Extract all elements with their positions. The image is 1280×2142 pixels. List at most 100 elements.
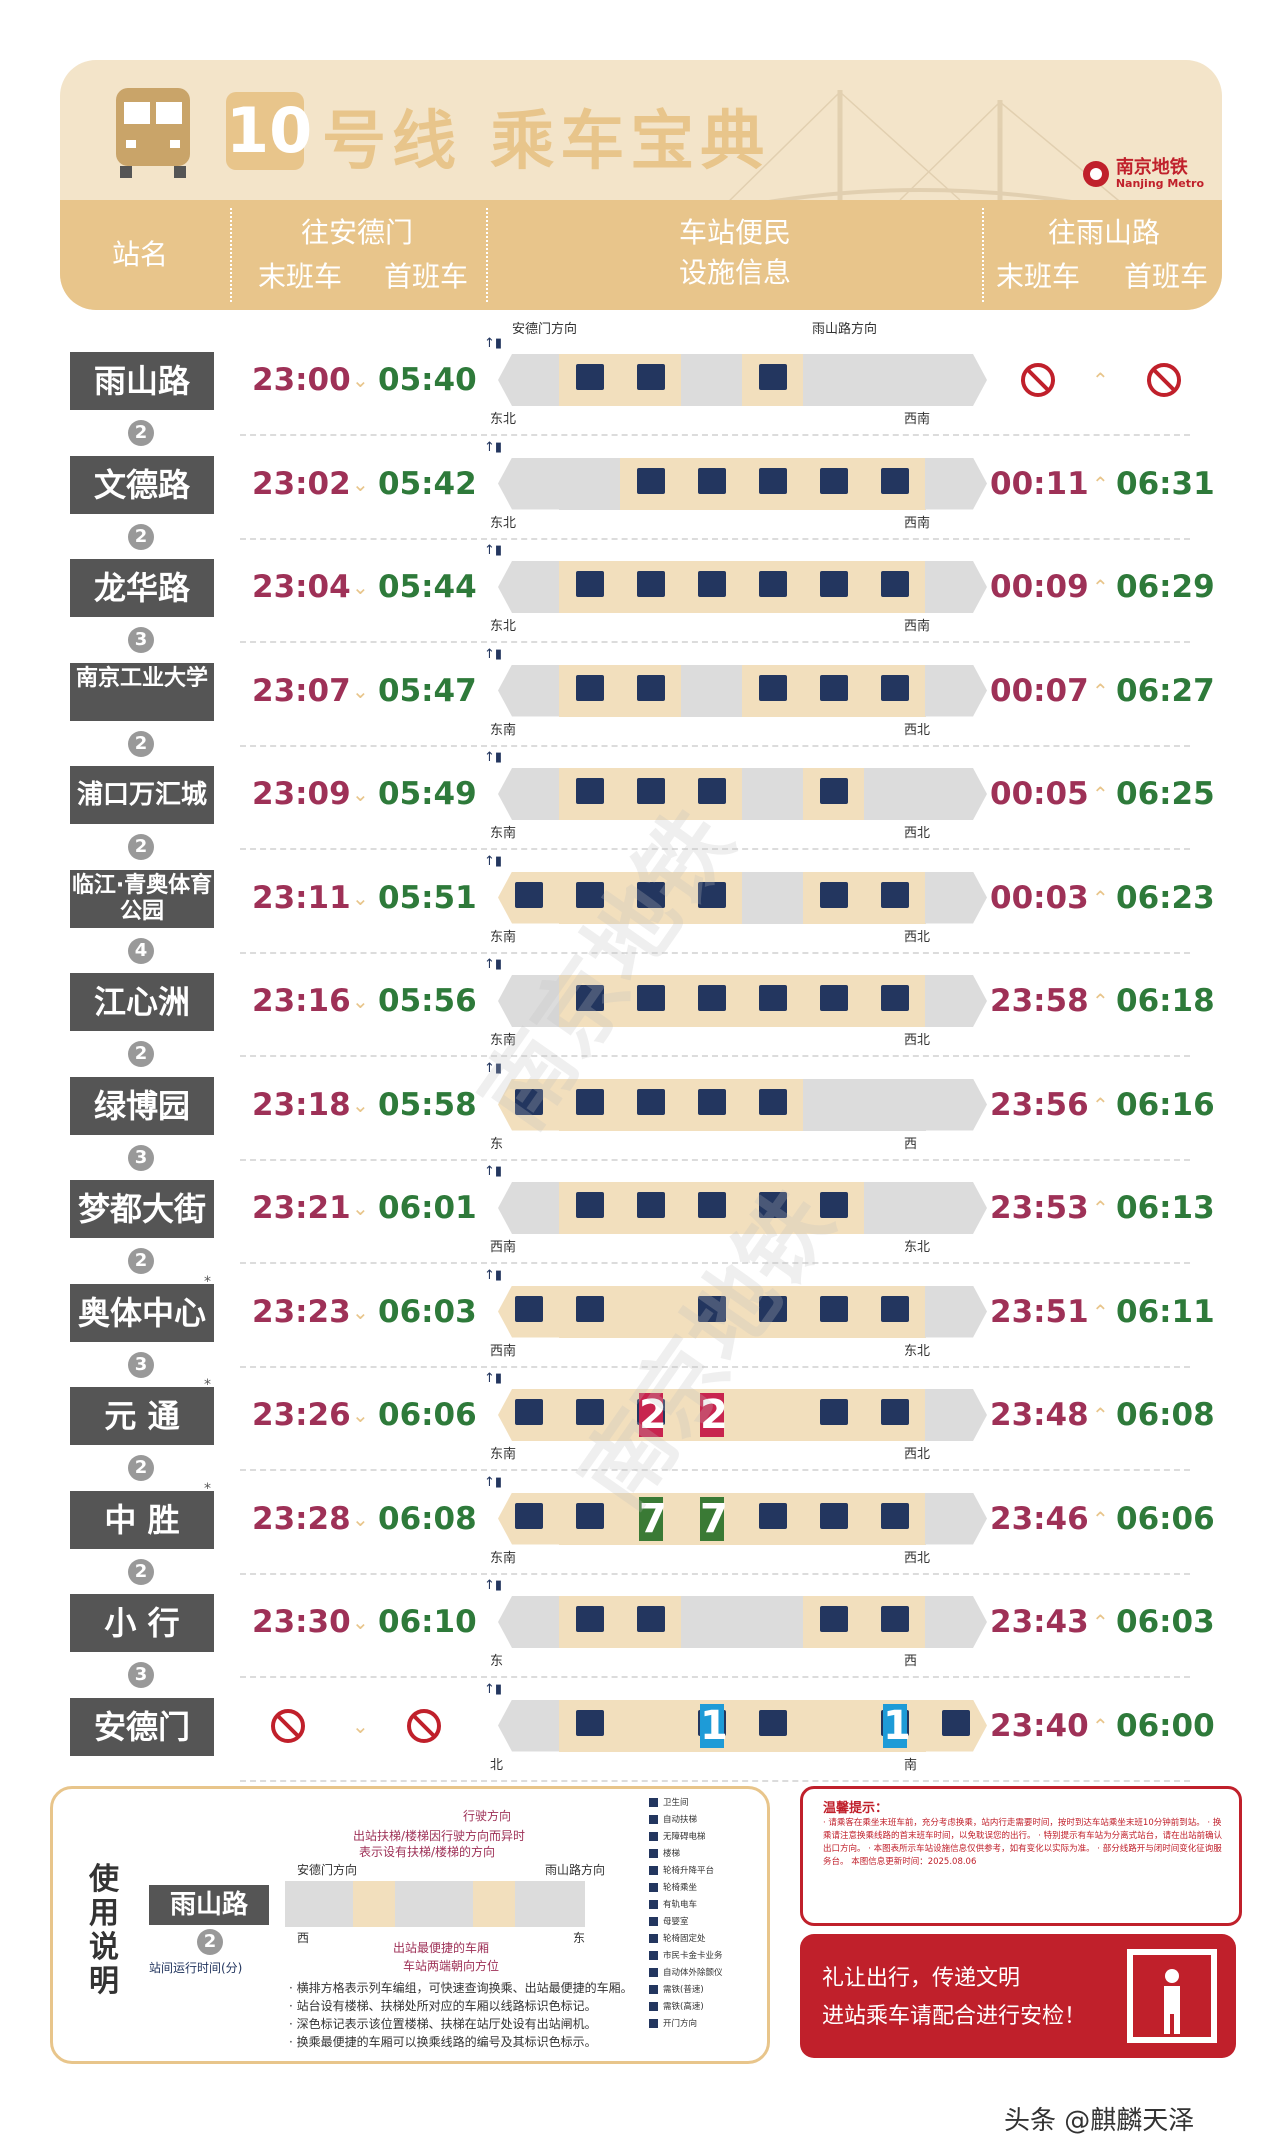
train-car xyxy=(498,1699,560,1752)
row-divider xyxy=(240,1262,1190,1264)
train-car xyxy=(925,561,987,613)
facility-icon xyxy=(698,1295,726,1322)
legend-icon xyxy=(649,1849,658,1858)
col-to-andemen: 往安德门 xyxy=(300,216,413,249)
train-car xyxy=(620,1285,682,1338)
facility-icon xyxy=(515,1088,543,1115)
train-car xyxy=(681,975,743,1027)
first-train-andemen: 06:06 xyxy=(378,1397,477,1433)
legend-note: · 横排方格表示列车编组，可快速查询换乘、出站最便捷的车厢。 xyxy=(289,1981,633,1995)
train-car xyxy=(864,1492,926,1545)
interval-badge: 2 xyxy=(128,420,154,446)
legend-exit-west: 西 xyxy=(297,1931,310,1945)
chevron-up-icon: ⌃ xyxy=(1092,1713,1109,1738)
col-first-train: 首班车 xyxy=(1123,260,1208,293)
legend-icon xyxy=(649,2002,658,2011)
train-car xyxy=(803,871,865,924)
first-train-yushanlu: 06:27 xyxy=(1116,672,1215,709)
legend-icon-item: 需铁(高速) xyxy=(649,1999,723,2016)
train-car xyxy=(498,975,560,1027)
first-train-yushanlu: 06:06 xyxy=(1116,1500,1215,1537)
interval-badge: 2 xyxy=(128,1455,154,1481)
facility-icon xyxy=(576,1295,604,1322)
exit-direction-left: 东南 xyxy=(490,1447,517,1462)
train-car xyxy=(803,1285,865,1338)
train-car xyxy=(620,975,682,1027)
exit-direction-left: 西南 xyxy=(490,1240,517,1255)
first-train-yushanlu: 06:03 xyxy=(1116,1604,1215,1640)
legend-icon xyxy=(649,1985,658,1994)
last-train-andemen: 23:16 xyxy=(252,983,351,1019)
train-car xyxy=(803,1492,865,1545)
train-car xyxy=(559,1389,621,1441)
legend-icon xyxy=(649,1951,658,1960)
header-card: 10 号线 乘车宝典 南京地铁 Nanjing Metro 站名 往安德门 末班… xyxy=(60,60,1222,310)
train-cars xyxy=(498,1590,982,1650)
interval-badge: 2 xyxy=(128,834,154,860)
legend-panel: 使用说明 雨山路 2 站间运行时间(分) 行驶方向 出站扶梯/楼梯因行驶方向而异… xyxy=(50,1786,770,2064)
legend-icon xyxy=(649,1798,658,1807)
legend-icon xyxy=(649,1866,658,1875)
legend-note: · 站台设有楼梯、扶梯处所对应的车厢以线路标识色标记。 xyxy=(289,1999,597,2013)
last-train-andemen: 23:02 xyxy=(252,465,351,502)
door-direction-icon: ↑▮ xyxy=(484,1578,503,1593)
facility-icon xyxy=(820,985,848,1011)
facility-icon xyxy=(881,571,909,597)
facility-icon xyxy=(820,881,848,908)
row-divider xyxy=(240,848,1190,850)
facility-icon xyxy=(759,674,787,701)
train-car xyxy=(681,561,743,613)
last-train-yushanlu: 23:56 xyxy=(990,1086,1089,1123)
door-direction-icon: ↑▮ xyxy=(484,543,503,558)
table-row: 江心洲 2 23:16 ⌄ 05:56 东南 西北 ↑▮ 23:58 ⌃ 06:18 xyxy=(70,953,1215,1067)
first-train-yushanlu: 06:31 xyxy=(1116,465,1215,502)
footer-credit: 头条 @麒麟天泽 xyxy=(1004,2106,1195,2136)
train-car xyxy=(864,1596,926,1648)
first-train-yushanlu: 06:13 xyxy=(1116,1190,1215,1226)
train-car xyxy=(498,1285,560,1338)
last-train-andemen: 23:30 xyxy=(252,1604,351,1640)
tip-title: 温馨提示： xyxy=(823,1801,889,1816)
direction-yushanlu: 雨山路方向 xyxy=(812,322,878,337)
chevron-up-icon: ⌃ xyxy=(1092,1610,1109,1634)
table-row: 绿博园 3 23:18 ⌄ 05:58 东 西 ↑▮ 23:56 ⌃ 06:16 xyxy=(70,1057,1215,1171)
exit-direction-right: 西北 xyxy=(904,1447,931,1462)
interval-badge: 2 xyxy=(128,1558,154,1585)
train-car xyxy=(864,1078,926,1131)
train-car xyxy=(559,457,621,510)
facility-icon xyxy=(576,674,604,701)
exit-direction-left: 东 xyxy=(490,1136,504,1152)
col-station-name: 站名 xyxy=(111,238,168,271)
station-name: 梦都大街 xyxy=(70,1180,214,1238)
train-car xyxy=(559,871,621,924)
interval-badge: 3 xyxy=(128,1144,154,1171)
train-car xyxy=(925,458,987,510)
transfer-line-badge: 7 xyxy=(700,1495,728,1542)
train-car xyxy=(803,1389,865,1441)
exit-direction-right: 西北 xyxy=(904,1033,931,1048)
no-service-icon xyxy=(407,1708,441,1743)
train-car xyxy=(559,354,621,406)
facility-icon xyxy=(576,1088,604,1115)
legend-icon-label: 卫生间 xyxy=(663,1798,689,1808)
legend-icon-item: 自动扶梯 xyxy=(649,1812,723,1829)
exit-direction-left: 西南 xyxy=(490,1343,517,1359)
row-divider xyxy=(240,1469,1190,1471)
station-name: 龙华路 xyxy=(70,559,214,617)
exit-direction-right: 西北 xyxy=(904,929,931,945)
table-row: 龙华路 3 23:04 ⌄ 05:44 东北 西南 ↑▮ 00:09 ⌃ 06:29 xyxy=(70,539,1215,653)
col-to-yushanlu: 往雨山路 xyxy=(1047,216,1160,249)
facility-icon xyxy=(515,1502,543,1529)
exit-direction-left: 东 xyxy=(490,1654,504,1669)
train-car xyxy=(925,1079,987,1131)
exit-direction-right: 南 xyxy=(904,1757,918,1773)
chevron-down-icon: ⌄ xyxy=(352,471,369,496)
col-first-train: 首班车 xyxy=(383,260,468,293)
first-train-yushanlu: 06:00 xyxy=(1116,1707,1215,1744)
exit-direction-left: 东北 xyxy=(490,619,517,634)
train-cars xyxy=(498,452,982,512)
chevron-up-icon: ⌃ xyxy=(1092,782,1109,806)
train-car xyxy=(742,561,804,613)
slogan-line2: 进站乘车请配合进行安检！ xyxy=(822,2004,1087,2029)
legend-icon-item: 轮椅乘坐 xyxy=(649,1880,723,1897)
